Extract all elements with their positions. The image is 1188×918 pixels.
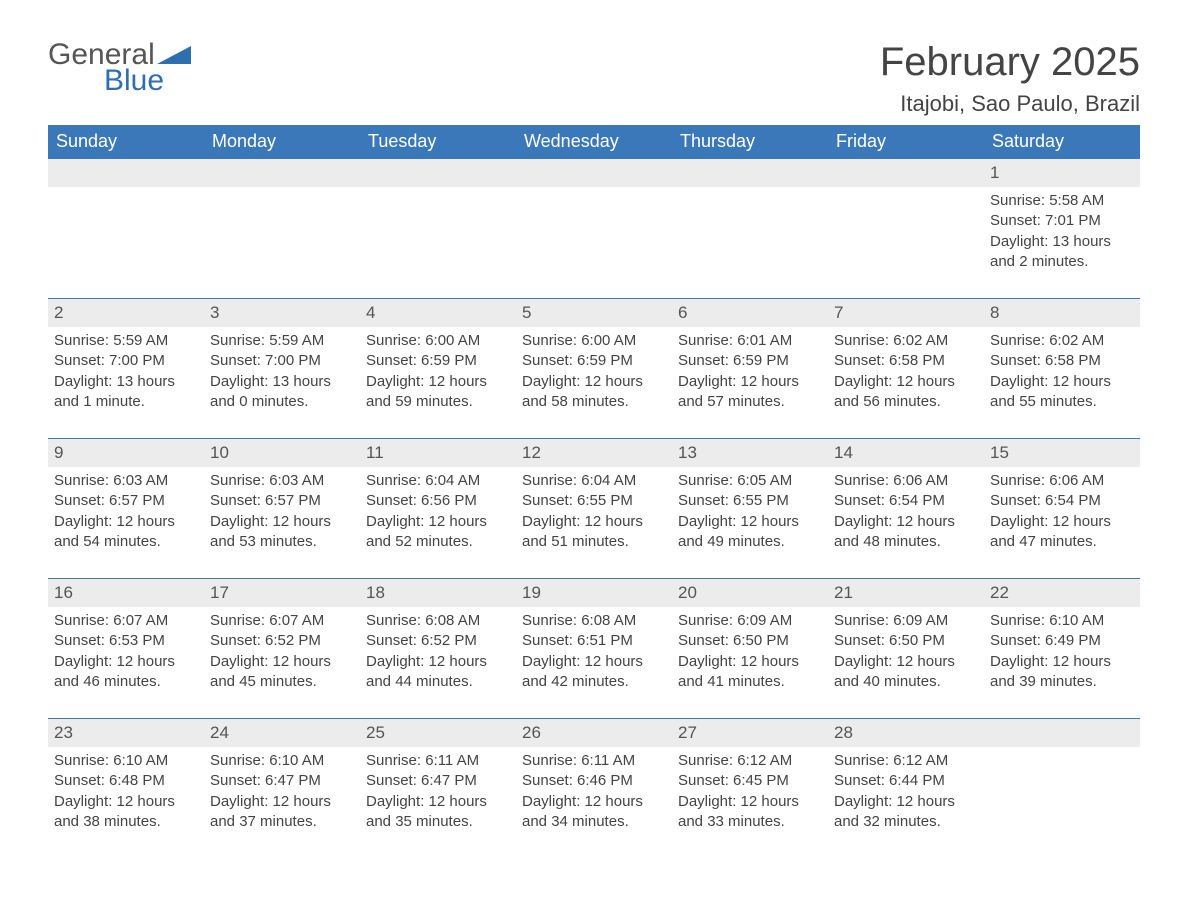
day-detail-cell: Sunrise: 6:01 AMSunset: 6:59 PMDaylight:… (672, 327, 828, 439)
day-number-row: 232425262728 (48, 719, 1140, 748)
day-detail-cell: Sunrise: 6:04 AMSunset: 6:55 PMDaylight:… (516, 467, 672, 579)
day-number-row: 16171819202122 (48, 579, 1140, 608)
day-number-cell: 28 (828, 719, 984, 748)
day-detail-row: Sunrise: 6:10 AMSunset: 6:48 PMDaylight:… (48, 747, 1140, 838)
day-number-row: 1 (48, 159, 1140, 188)
day-detail-cell: Sunrise: 6:08 AMSunset: 6:52 PMDaylight:… (360, 607, 516, 719)
day-header: Wednesday (516, 125, 672, 159)
day-detail-cell: Sunrise: 6:02 AMSunset: 6:58 PMDaylight:… (828, 327, 984, 439)
day-number-cell: 15 (984, 439, 1140, 468)
day-number-cell: 5 (516, 299, 672, 328)
day-detail-cell: Sunrise: 6:02 AMSunset: 6:58 PMDaylight:… (984, 327, 1140, 439)
day-detail-cell: Sunrise: 6:09 AMSunset: 6:50 PMDaylight:… (828, 607, 984, 719)
day-header: Tuesday (360, 125, 516, 159)
day-detail-cell: Sunrise: 6:06 AMSunset: 6:54 PMDaylight:… (828, 467, 984, 579)
day-number-cell: 10 (204, 439, 360, 468)
day-header: Monday (204, 125, 360, 159)
day-number-cell (360, 159, 516, 188)
day-number-cell: 17 (204, 579, 360, 608)
day-detail-cell (984, 747, 1140, 838)
day-detail-row: Sunrise: 6:03 AMSunset: 6:57 PMDaylight:… (48, 467, 1140, 579)
day-detail-cell (204, 187, 360, 299)
day-number-cell: 8 (984, 299, 1140, 328)
logo-mark-icon (157, 44, 191, 64)
day-detail-cell: Sunrise: 6:07 AMSunset: 6:52 PMDaylight:… (204, 607, 360, 719)
day-number-cell: 14 (828, 439, 984, 468)
location-subtitle: Itajobi, Sao Paulo, Brazil (880, 91, 1140, 117)
day-number-cell: 1 (984, 159, 1140, 188)
day-header-row: Sunday Monday Tuesday Wednesday Thursday… (48, 125, 1140, 159)
day-detail-cell (360, 187, 516, 299)
day-number-row: 2345678 (48, 299, 1140, 328)
day-header: Friday (828, 125, 984, 159)
calendar-table: Sunday Monday Tuesday Wednesday Thursday… (48, 125, 1140, 838)
calendar-body: 1Sunrise: 5:58 AMSunset: 7:01 PMDaylight… (48, 159, 1140, 839)
day-detail-cell: Sunrise: 6:00 AMSunset: 6:59 PMDaylight:… (516, 327, 672, 439)
day-number-cell: 24 (204, 719, 360, 748)
day-detail-cell: Sunrise: 6:09 AMSunset: 6:50 PMDaylight:… (672, 607, 828, 719)
day-detail-cell (828, 187, 984, 299)
day-detail-cell: Sunrise: 6:00 AMSunset: 6:59 PMDaylight:… (360, 327, 516, 439)
day-detail-cell: Sunrise: 6:08 AMSunset: 6:51 PMDaylight:… (516, 607, 672, 719)
day-number-cell (828, 159, 984, 188)
day-detail-row: Sunrise: 6:07 AMSunset: 6:53 PMDaylight:… (48, 607, 1140, 719)
day-number-cell: 25 (360, 719, 516, 748)
day-detail-cell: Sunrise: 6:07 AMSunset: 6:53 PMDaylight:… (48, 607, 204, 719)
day-number-cell: 21 (828, 579, 984, 608)
day-detail-cell: Sunrise: 6:03 AMSunset: 6:57 PMDaylight:… (48, 467, 204, 579)
day-number-cell: 19 (516, 579, 672, 608)
day-number-cell: 2 (48, 299, 204, 328)
day-number-cell: 6 (672, 299, 828, 328)
topbar: General Blue February 2025 Itajobi, Sao … (48, 40, 1140, 117)
day-number-cell: 7 (828, 299, 984, 328)
day-detail-cell: Sunrise: 6:12 AMSunset: 6:44 PMDaylight:… (828, 747, 984, 838)
day-detail-cell: Sunrise: 6:03 AMSunset: 6:57 PMDaylight:… (204, 467, 360, 579)
day-number-cell (516, 159, 672, 188)
day-detail-row: Sunrise: 5:59 AMSunset: 7:00 PMDaylight:… (48, 327, 1140, 439)
day-detail-cell: Sunrise: 6:05 AMSunset: 6:55 PMDaylight:… (672, 467, 828, 579)
day-number-cell: 20 (672, 579, 828, 608)
day-detail-cell: Sunrise: 6:06 AMSunset: 6:54 PMDaylight:… (984, 467, 1140, 579)
logo: General Blue (48, 40, 191, 96)
day-number-cell (984, 719, 1140, 748)
day-detail-cell (516, 187, 672, 299)
day-detail-cell: Sunrise: 6:12 AMSunset: 6:45 PMDaylight:… (672, 747, 828, 838)
day-detail-cell: Sunrise: 6:11 AMSunset: 6:46 PMDaylight:… (516, 747, 672, 838)
day-number-cell: 3 (204, 299, 360, 328)
day-detail-cell (672, 187, 828, 299)
day-number-cell: 23 (48, 719, 204, 748)
day-number-cell: 12 (516, 439, 672, 468)
day-header: Saturday (984, 125, 1140, 159)
day-detail-cell: Sunrise: 5:58 AMSunset: 7:01 PMDaylight:… (984, 187, 1140, 299)
day-detail-cell: Sunrise: 5:59 AMSunset: 7:00 PMDaylight:… (48, 327, 204, 439)
day-number-cell (672, 159, 828, 188)
logo-text-blue: Blue (104, 66, 191, 96)
day-detail-cell: Sunrise: 6:10 AMSunset: 6:49 PMDaylight:… (984, 607, 1140, 719)
day-number-cell: 22 (984, 579, 1140, 608)
day-number-cell (204, 159, 360, 188)
day-number-cell: 11 (360, 439, 516, 468)
day-number-cell: 16 (48, 579, 204, 608)
day-number-row: 9101112131415 (48, 439, 1140, 468)
day-detail-cell: Sunrise: 5:59 AMSunset: 7:00 PMDaylight:… (204, 327, 360, 439)
day-detail-cell: Sunrise: 6:11 AMSunset: 6:47 PMDaylight:… (360, 747, 516, 838)
day-number-cell: 4 (360, 299, 516, 328)
day-number-cell (48, 159, 204, 188)
day-header: Thursday (672, 125, 828, 159)
title-block: February 2025 Itajobi, Sao Paulo, Brazil (880, 40, 1140, 117)
day-number-cell: 27 (672, 719, 828, 748)
day-number-cell: 13 (672, 439, 828, 468)
day-detail-cell (48, 187, 204, 299)
day-detail-cell: Sunrise: 6:04 AMSunset: 6:56 PMDaylight:… (360, 467, 516, 579)
day-detail-row: Sunrise: 5:58 AMSunset: 7:01 PMDaylight:… (48, 187, 1140, 299)
page-title: February 2025 (880, 40, 1140, 85)
day-detail-cell: Sunrise: 6:10 AMSunset: 6:47 PMDaylight:… (204, 747, 360, 838)
day-number-cell: 9 (48, 439, 204, 468)
day-number-cell: 18 (360, 579, 516, 608)
day-number-cell: 26 (516, 719, 672, 748)
day-detail-cell: Sunrise: 6:10 AMSunset: 6:48 PMDaylight:… (48, 747, 204, 838)
day-header: Sunday (48, 125, 204, 159)
